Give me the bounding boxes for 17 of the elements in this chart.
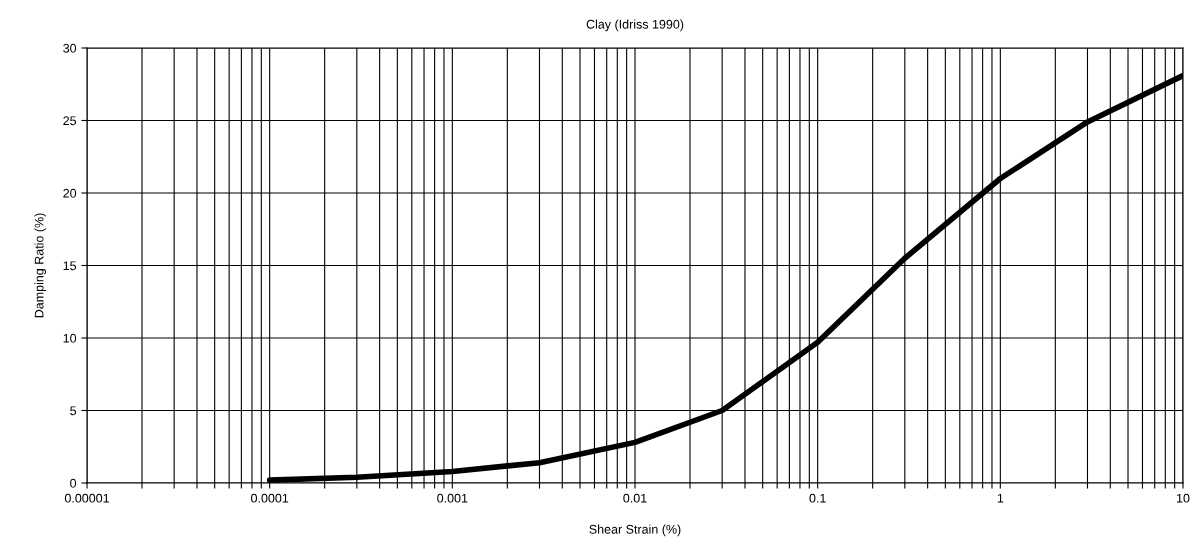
y-tick-label: 25 [63, 116, 77, 126]
x-tick-label: 0.001 [437, 493, 468, 503]
y-tick-label: 5 [70, 406, 77, 416]
x-tick-label: 0.0001 [251, 493, 289, 503]
y-tick-label: 0 [70, 478, 77, 488]
x-tick-label: 1 [997, 493, 1004, 503]
y-tick-label: 15 [63, 261, 77, 271]
x-tick-label: 10 [1177, 493, 1190, 503]
x-tick-label: 0.00001 [64, 493, 109, 503]
y-tick-label: 10 [63, 333, 77, 343]
x-tick-label: 0.1 [809, 493, 826, 503]
x-tick-label: 0.01 [623, 493, 647, 503]
y-axis-title: Damping Ratio (%) [34, 213, 47, 318]
y-tick-label: 30 [63, 43, 77, 53]
x-axis-title: Shear Strain (%) [589, 524, 681, 537]
chart-title: Clay (Idriss 1990) [586, 19, 684, 32]
y-tick-label: 20 [63, 188, 77, 198]
